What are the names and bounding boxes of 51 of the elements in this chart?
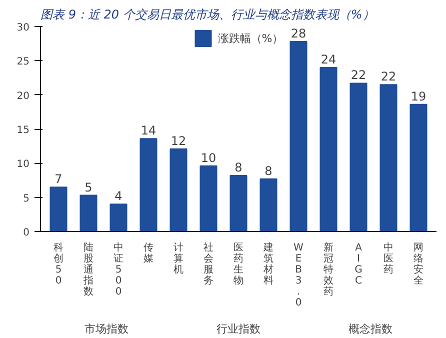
x-tick-label: AIGC — [354, 242, 362, 286]
y-tick-label: 0 — [23, 228, 30, 238]
x-tick-label: 社会服务 — [204, 242, 214, 286]
data-label: 19 — [410, 89, 426, 104]
y-tick-label: 20 — [16, 90, 30, 102]
x-tick-label: 医药生物 — [234, 242, 244, 286]
data-label: 22 — [380, 70, 396, 84]
y-tick-label: 10 — [16, 159, 30, 170]
data-label: 24 — [320, 52, 336, 66]
data-label: 28 — [290, 26, 306, 41]
data-label: 10 — [200, 150, 216, 165]
y-tick-label: 5 — [23, 193, 30, 204]
data-label: 8 — [234, 160, 242, 174]
legend-label: 涨跌幅（%） — [218, 30, 284, 46]
data-label: 4 — [114, 189, 122, 204]
chart-title: 图表 9：近 20 个交易日最优市场、行业与概念指数表现（%） — [40, 8, 374, 22]
x-tick-label: 传媒 — [144, 242, 154, 264]
text: 行业指数 — [216, 322, 260, 336]
bar — [350, 82, 368, 232]
bar — [140, 138, 158, 232]
bar — [260, 178, 278, 232]
data-label: 14 — [140, 124, 156, 138]
x-tick-label: 建筑材料 — [262, 242, 274, 286]
x-tick-label: 新冠特效药 — [324, 242, 334, 298]
bar — [50, 186, 68, 232]
x-tick-label: 中证500 — [114, 242, 124, 298]
bar — [110, 204, 128, 232]
bar — [170, 148, 188, 232]
data-label: 7 — [54, 172, 62, 186]
y-tick-label: 30 — [16, 22, 30, 34]
x-tick-label: 科创50 — [54, 242, 64, 286]
bar — [320, 67, 338, 232]
x-tick-label: 陆股通指数 — [82, 242, 94, 298]
bar — [410, 104, 428, 232]
y-tick-label: 25 — [16, 56, 30, 68]
bar — [290, 41, 308, 232]
x-tick-label: 计算机 — [174, 242, 184, 276]
x-tick-label: 中医药 — [384, 242, 394, 276]
bar — [200, 165, 218, 232]
bar — [80, 194, 98, 232]
data-label: 5 — [84, 180, 92, 194]
text: 市场指数 — [84, 322, 128, 336]
text: 概念指数 — [348, 322, 392, 336]
y-tick-label: 15 — [16, 125, 30, 136]
x-tick-label: 网络安全 — [414, 242, 424, 286]
data-label: 12 — [170, 134, 186, 148]
data-label: 8 — [264, 164, 272, 178]
bar — [380, 84, 398, 232]
data-label: 22 — [350, 68, 366, 82]
bar — [230, 174, 248, 232]
x-tick-label: WEB3.0 — [294, 242, 304, 308]
